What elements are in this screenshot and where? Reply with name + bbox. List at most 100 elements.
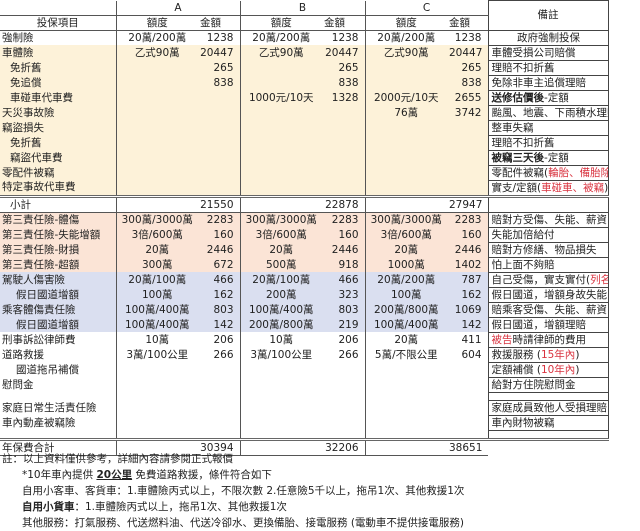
item-label: 駕駛人傷害險: [0, 272, 116, 287]
remark-highlight: 15年內: [540, 348, 576, 361]
remark-cell: 理賠不扣折舊: [487, 134, 609, 151]
remark-text: 理賠不扣折舊: [491, 136, 555, 149]
amount-c: 38651: [447, 437, 488, 456]
limit-b: [239, 60, 322, 75]
limit-b: [239, 400, 322, 415]
remark-cell: 賠對方修繕、物品損失: [487, 241, 609, 258]
limit-a: [115, 362, 198, 377]
amount-b: [322, 362, 365, 377]
limit-c: [364, 180, 447, 196]
limit-a: 100萬: [115, 287, 198, 302]
amount-a: 838: [198, 75, 240, 90]
amount-b: 1328: [322, 90, 365, 105]
table-row: 免折舊 理賠不扣折舊: [0, 134, 609, 151]
table-row: 車體險 乙式90萬 20447 乙式90萬 20447 乙式90萬 20447 車體受損公司賠…: [0, 44, 609, 61]
item-label: 第三責任險-超額: [0, 257, 116, 272]
note-disclaimer: 註：以上資料僅供參考，詳細內容請參閱正式報價: [2, 453, 233, 465]
note-text: ：1.車體險丙式以上，拖吊1次、其他救援1次: [74, 501, 287, 513]
remark-text: 定額補償 (: [491, 363, 541, 376]
limit-a: 300萬: [115, 257, 198, 272]
amount-a: [198, 165, 240, 180]
limit-b: [239, 75, 322, 90]
amount-b: 803: [322, 302, 365, 317]
amount-a: [198, 150, 240, 165]
amount-a: [198, 400, 240, 415]
amount-header-c: 金額: [447, 15, 488, 31]
amount-a: 21550: [198, 194, 240, 213]
total-row: 年保費合計 30394 32206 38651: [0, 437, 608, 456]
item-label: 假日國道增額: [0, 317, 116, 332]
limit-b: 20萬/100萬: [239, 272, 322, 287]
limit-c: [364, 362, 447, 377]
item-label: [0, 430, 116, 439]
limit-a: [115, 430, 198, 439]
limit-a: 20萬/200萬: [115, 30, 198, 45]
table-row: 強制險 20萬/200萬 1238 20萬/200萬 1238 20萬/200萬 1238 政…: [0, 29, 609, 46]
remark-cell: [487, 391, 609, 401]
table-row: 國道拖吊補償 定額補償 (10年內): [0, 361, 609, 378]
amount-a: 160: [198, 227, 240, 242]
limit-a: [115, 415, 198, 430]
limit-c: [364, 400, 447, 415]
remark-cell: 理賠不扣折舊: [487, 59, 609, 76]
limit-a: [115, 105, 198, 120]
limit-c: 200萬/800萬: [364, 302, 447, 317]
table-row: 駕駛人傷害險 20萬/100萬 466 20萬/100萬 466 20萬/200萬 787 自…: [0, 271, 609, 288]
table-row: 竊盜損失 整車失竊: [0, 119, 609, 136]
item-label: 天災事故險: [0, 105, 116, 120]
remark-highlight: 10年內: [540, 363, 576, 376]
remark-text: -定額: [544, 91, 569, 104]
amount-c: 1069: [447, 302, 488, 317]
amount-a: 1238: [206, 31, 234, 44]
limit-c: [364, 415, 447, 430]
remark-highlight: 輪胎、備胎除外: [548, 166, 607, 179]
limit-a: [115, 90, 198, 105]
amount-b: 219: [322, 317, 365, 332]
item-label: 車體險: [0, 45, 116, 60]
amount-b: 160: [322, 227, 365, 242]
remark-text: 整車失竊: [491, 121, 534, 134]
note-other-services: 其他服務：打氣服務、代送燃料油、代送冷卻水、更換備胎、接電服務 (電動車不提供接…: [22, 517, 465, 529]
remark-text: 假日國道，增額理賠: [491, 318, 587, 331]
amount-a: [198, 392, 240, 400]
amount-c: 787: [447, 272, 488, 287]
amount-a: [198, 362, 240, 377]
item-label: 強制險: [2, 31, 34, 44]
amount-b: 918: [322, 257, 365, 272]
amount-a: 20447: [198, 45, 240, 60]
limit-c: 20萬: [364, 332, 447, 347]
amount-b: 466: [322, 272, 365, 287]
item-label: 家庭日常生活責任險: [2, 401, 97, 414]
amount-b: [322, 430, 365, 439]
amount-c: 838: [447, 75, 488, 90]
amount-a: 2446: [198, 242, 240, 257]
remark-text: ): [575, 348, 580, 361]
amount-a: 30394: [198, 437, 240, 456]
amount-c: 27947: [447, 194, 488, 213]
remark-cell: 怕上面不夠賠: [487, 256, 609, 273]
remark-text: ): [604, 181, 608, 194]
limit-c: [364, 165, 447, 180]
item-header: 投保項目: [0, 15, 116, 31]
limit-a: 10萬: [115, 332, 198, 347]
limit-a: 100萬/400萬: [115, 302, 198, 317]
remark-cell: 失能加倍給付: [487, 226, 609, 243]
amount-a: [198, 377, 240, 392]
amount-a: 803: [198, 302, 240, 317]
item-label: 國道拖吊補償: [16, 363, 79, 376]
note-road-assistance: *10年車內提供 20公里 免費道路救援，條件符合如下: [2, 467, 464, 483]
remark-cell: 車體受損公司賠償: [487, 44, 609, 61]
note-emphasis: 自用小貨車: [22, 501, 75, 513]
limit-c: 20萬: [364, 242, 447, 257]
amount-b: [322, 400, 365, 415]
item-label: 第三責任險-失能增額: [0, 227, 116, 242]
amount-b: 323: [322, 287, 365, 302]
amount-c: 1402: [447, 257, 488, 272]
limit-a: [115, 180, 198, 196]
amount-b: 838: [322, 75, 365, 90]
limit-a: [115, 120, 198, 135]
remark-header: 備註: [487, 0, 609, 31]
table-row: 假日國道增額 100萬/400萬 142 200萬/800萬 219 100萬/400萬 1…: [0, 316, 609, 333]
item-label: 車碰車代車費: [0, 90, 116, 105]
limit-c: 20萬/200萬: [364, 30, 447, 45]
